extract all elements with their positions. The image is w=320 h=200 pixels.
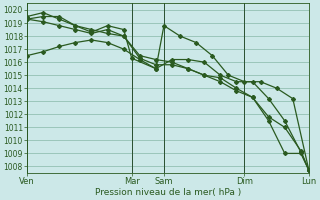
X-axis label: Pression niveau de la mer( hPa ): Pression niveau de la mer( hPa ) [95,188,241,197]
